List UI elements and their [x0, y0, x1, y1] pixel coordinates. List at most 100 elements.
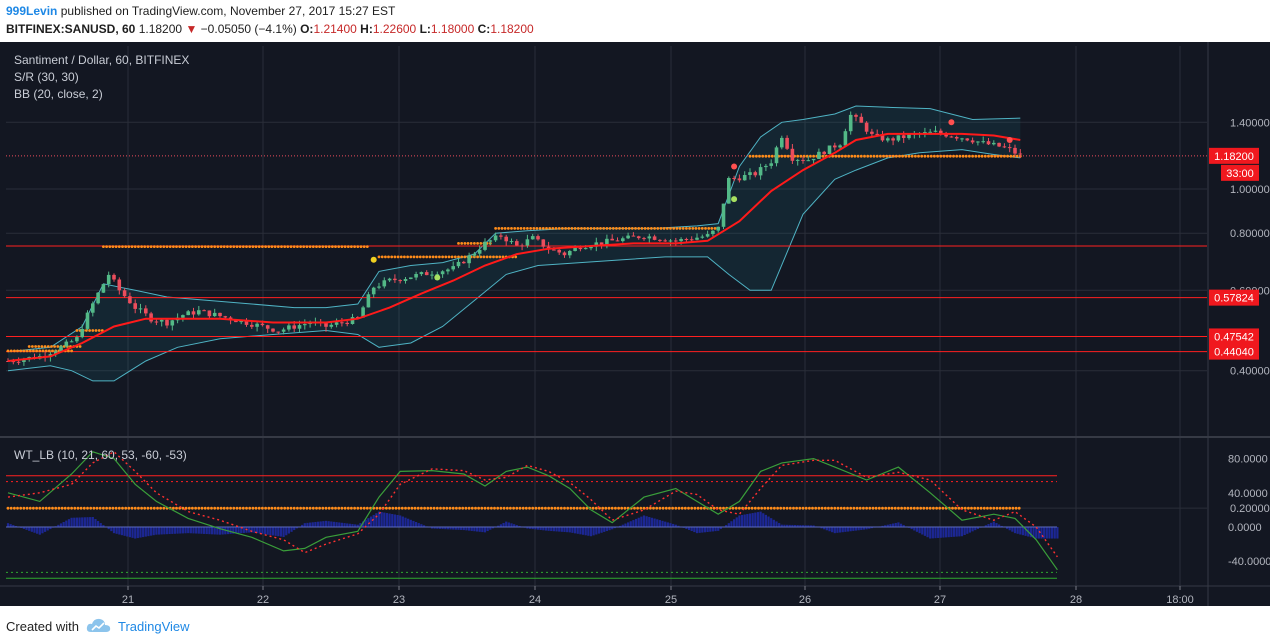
- sr-dot: [572, 506, 576, 510]
- candle-body: [356, 317, 360, 319]
- sr-dot: [403, 255, 406, 259]
- sr-dot: [1017, 506, 1021, 510]
- sr-dot: [804, 506, 808, 510]
- sr-dot: [758, 154, 761, 158]
- sr-dot: [935, 506, 938, 510]
- sr-dot: [697, 227, 701, 230]
- sr-dot: [407, 506, 411, 510]
- sr-dot: [270, 245, 274, 249]
- sr-dot: [486, 506, 490, 510]
- tradingview-link[interactable]: TradingView: [118, 619, 190, 634]
- level-label: 0.47542: [1214, 331, 1254, 343]
- sr-dot: [251, 506, 255, 510]
- candle-body: [716, 226, 720, 231]
- sr-dot: [633, 506, 636, 510]
- sr-dot: [814, 506, 818, 510]
- candle-body: [477, 249, 482, 254]
- candle-body: [520, 245, 524, 247]
- sr-dot: [187, 245, 191, 249]
- author-link[interactable]: 999Levin: [6, 4, 58, 18]
- sr-dot: [485, 255, 489, 259]
- sr-dot: [1014, 506, 1018, 510]
- sr-dot: [464, 506, 468, 510]
- candle-body: [954, 137, 959, 139]
- sr-dot: [461, 506, 465, 510]
- sr-dot: [121, 245, 124, 249]
- sr-dot: [763, 506, 767, 510]
- candle-body: [615, 240, 620, 242]
- sr-dot: [25, 506, 29, 510]
- sr-dot: [971, 154, 974, 158]
- level-label: 0.44040: [1214, 347, 1254, 359]
- sr-dot: [559, 506, 563, 510]
- sr-dot: [986, 506, 989, 510]
- sr-dot: [977, 154, 981, 158]
- sr-dot: [108, 506, 112, 510]
- sr-dot: [102, 245, 105, 249]
- sr-dot: [194, 245, 198, 249]
- sr-dot: [831, 154, 835, 158]
- sr-dot: [494, 227, 497, 230]
- sr-dot: [957, 506, 961, 510]
- sr-dot: [929, 154, 933, 158]
- sr-dot: [226, 506, 229, 510]
- candle-body: [297, 325, 302, 329]
- sr-dot: [809, 154, 812, 158]
- sr-dot: [197, 506, 201, 510]
- sr-dot: [13, 506, 16, 510]
- sr-dot: [554, 227, 558, 230]
- publish-line: 999Levin published on TradingView.com, N…: [6, 4, 395, 18]
- sr-dot: [418, 255, 422, 259]
- oscillator-legend: WT_LB (10, 21, 60, 53, -60, -53): [14, 448, 187, 462]
- chart-canvas[interactable]: 21 22 23 24 25 26 27 28 18:00 1.40000 1.00000 0.800…: [0, 42, 1270, 606]
- sr-dot: [608, 227, 612, 230]
- sr-dot: [292, 506, 296, 510]
- sr-dot: [655, 506, 659, 510]
- low-label: L:: [419, 22, 431, 36]
- sr-dot: [457, 255, 460, 259]
- sr-dot: [665, 227, 669, 230]
- sr-dot: [894, 154, 898, 158]
- support-resistance-dots: [6, 154, 1022, 510]
- sr-dot: [78, 345, 82, 348]
- sr-dot: [580, 227, 583, 230]
- sr-dot: [280, 245, 283, 249]
- candle-body: [854, 114, 858, 117]
- sr-dot: [630, 227, 634, 230]
- sr-dot: [798, 506, 802, 510]
- down-arrow-icon: ▼: [185, 22, 198, 36]
- sr-dot: [327, 506, 331, 510]
- candle-body: [101, 284, 106, 293]
- sr-dot: [423, 506, 426, 510]
- candle-body: [583, 248, 588, 250]
- candle-body: [377, 286, 381, 288]
- sr-dot: [766, 506, 770, 510]
- sr-dot: [830, 506, 833, 510]
- sr-dot: [570, 227, 574, 230]
- sr-dot: [466, 242, 470, 245]
- sr-dot: [844, 154, 847, 158]
- sr-dot: [305, 245, 309, 249]
- sr-dot: [1009, 154, 1013, 158]
- sr-dot: [764, 154, 768, 158]
- tradingview-cloud-icon[interactable]: [86, 617, 112, 635]
- sr-dot: [891, 154, 895, 158]
- sr-dot: [964, 154, 968, 158]
- sr-dot: [210, 506, 213, 510]
- sr-dot: [961, 154, 965, 158]
- sr-dot: [257, 506, 261, 510]
- candle-body: [658, 239, 662, 241]
- sr-dot: [53, 345, 56, 348]
- candle-body: [727, 178, 731, 204]
- low-value: 1.18000: [430, 22, 475, 36]
- candle-body: [292, 325, 296, 329]
- candle-body: [705, 234, 710, 237]
- sr-dot: [457, 242, 460, 245]
- sr-dot: [37, 345, 41, 348]
- sr-dot: [792, 506, 795, 510]
- candle-body: [626, 235, 630, 239]
- sr-dot: [827, 506, 830, 510]
- sr-dot: [779, 506, 783, 510]
- sr-dot: [289, 506, 293, 510]
- sr-dot: [868, 506, 872, 510]
